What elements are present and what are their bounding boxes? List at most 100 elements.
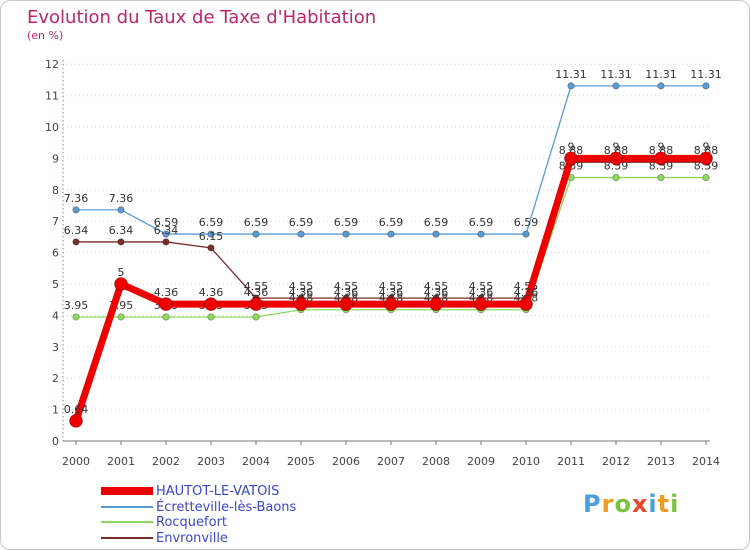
data-label: 6.59 [334,216,359,229]
data-label: 4.55 [424,280,449,293]
data-point [702,82,710,90]
data-point [72,238,80,246]
data-point [429,297,443,311]
data-point [477,230,485,238]
data-label: 6.34 [64,224,89,237]
x-tick-label: 2003 [197,455,225,468]
data-point [252,313,260,321]
data-label: 8.88 [604,144,629,157]
data-label: 11.31 [645,68,677,81]
x-tick-label: 2005 [287,455,315,468]
y-tick-label: 8 [52,184,59,197]
data-point [117,238,125,246]
y-tick-label: 6 [52,247,59,260]
data-point [609,151,623,166]
data-label: 9 [568,140,575,153]
data-point [297,230,305,238]
data-label: 4.36 [469,286,494,299]
data-point [612,173,620,182]
data-label: 6.59 [514,216,539,229]
data-point [387,230,395,238]
data-label: 4.36 [334,286,359,299]
x-tick-label: 2009 [467,455,495,468]
logo-letter: o [614,490,632,518]
data-label: 11.31 [555,68,587,81]
data-label: 6.59 [289,216,314,229]
y-tick-label: 4 [52,309,59,322]
y-tick-label: 7 [52,215,59,228]
data-label: 4.36 [154,286,179,299]
data-label: 9 [703,140,710,153]
y-tick-label: 11 [45,90,59,103]
y-tick-label: 9 [52,152,59,165]
data-point [204,297,218,311]
data-point [339,297,353,311]
proxiti-logo: Proxiti [583,490,679,518]
x-tick-label: 2014 [692,455,720,468]
y-tick-label: 10 [45,121,59,134]
legend-swatch [101,505,153,508]
legend-label: Envronville [156,530,228,546]
legend-label: Rocquefort [156,515,228,530]
x-tick-label: 2013 [647,455,675,468]
data-label: 4.36 [379,286,404,299]
data-point [564,151,578,166]
x-tick-label: 2007 [377,455,405,468]
data-label: 4.36 [244,286,269,299]
x-tick-label: 2010 [512,455,540,468]
y-tick-label: 0 [52,435,59,448]
data-point [162,313,170,321]
data-point [252,230,260,238]
data-label: 4.36 [289,286,314,299]
data-label: 6.59 [199,216,224,229]
data-label: 8.88 [649,144,674,157]
data-point [207,244,215,252]
y-tick-label: 1 [52,404,59,417]
data-point [72,313,80,321]
legend-label: Écretteville-lès-Baons [156,499,297,515]
data-point [519,297,533,311]
data-point [657,82,665,90]
data-point [474,297,488,311]
data-label: 8.88 [694,144,719,157]
data-label: 3.95 [64,299,89,312]
legend-swatch [101,536,153,539]
legend-swatch [101,487,153,495]
data-label: 4.55 [379,280,404,293]
data-point [117,313,125,321]
data-label: 6.59 [244,216,269,229]
logo-letter: t [657,490,671,518]
data-label: 11.31 [600,68,632,81]
x-tick-label: 2012 [602,455,630,468]
legend-label: HAUTOT-LE-VATOIS [156,484,280,499]
data-point [612,82,620,90]
x-tick-label: 2008 [422,455,450,468]
data-point [702,173,710,182]
logo-letter: P [583,490,602,518]
data-label: 4.55 [244,280,269,293]
data-point [294,297,308,311]
data-label: 9 [658,140,665,153]
data-point [522,230,530,238]
chart-title: Evolution du Taux de Taxe d'Habitation [27,7,377,28]
logo-letter: x [631,490,649,518]
data-point [162,230,170,238]
y-tick-label: 2 [52,372,59,385]
logo-letter: i [670,490,680,518]
data-label: 11.31 [690,68,722,81]
data-label: 6.59 [379,216,404,229]
data-label: 4.55 [289,280,314,293]
data-label: 7.36 [109,192,134,205]
data-point [384,297,398,311]
data-label: 6.15 [199,230,224,243]
data-point [654,151,668,166]
data-point [657,173,665,182]
data-label: 6.34 [109,224,134,237]
data-point [432,230,440,238]
chart-subtitle: (en %) [27,29,64,42]
data-point [72,206,80,214]
data-point [117,206,125,214]
data-point [207,230,215,238]
